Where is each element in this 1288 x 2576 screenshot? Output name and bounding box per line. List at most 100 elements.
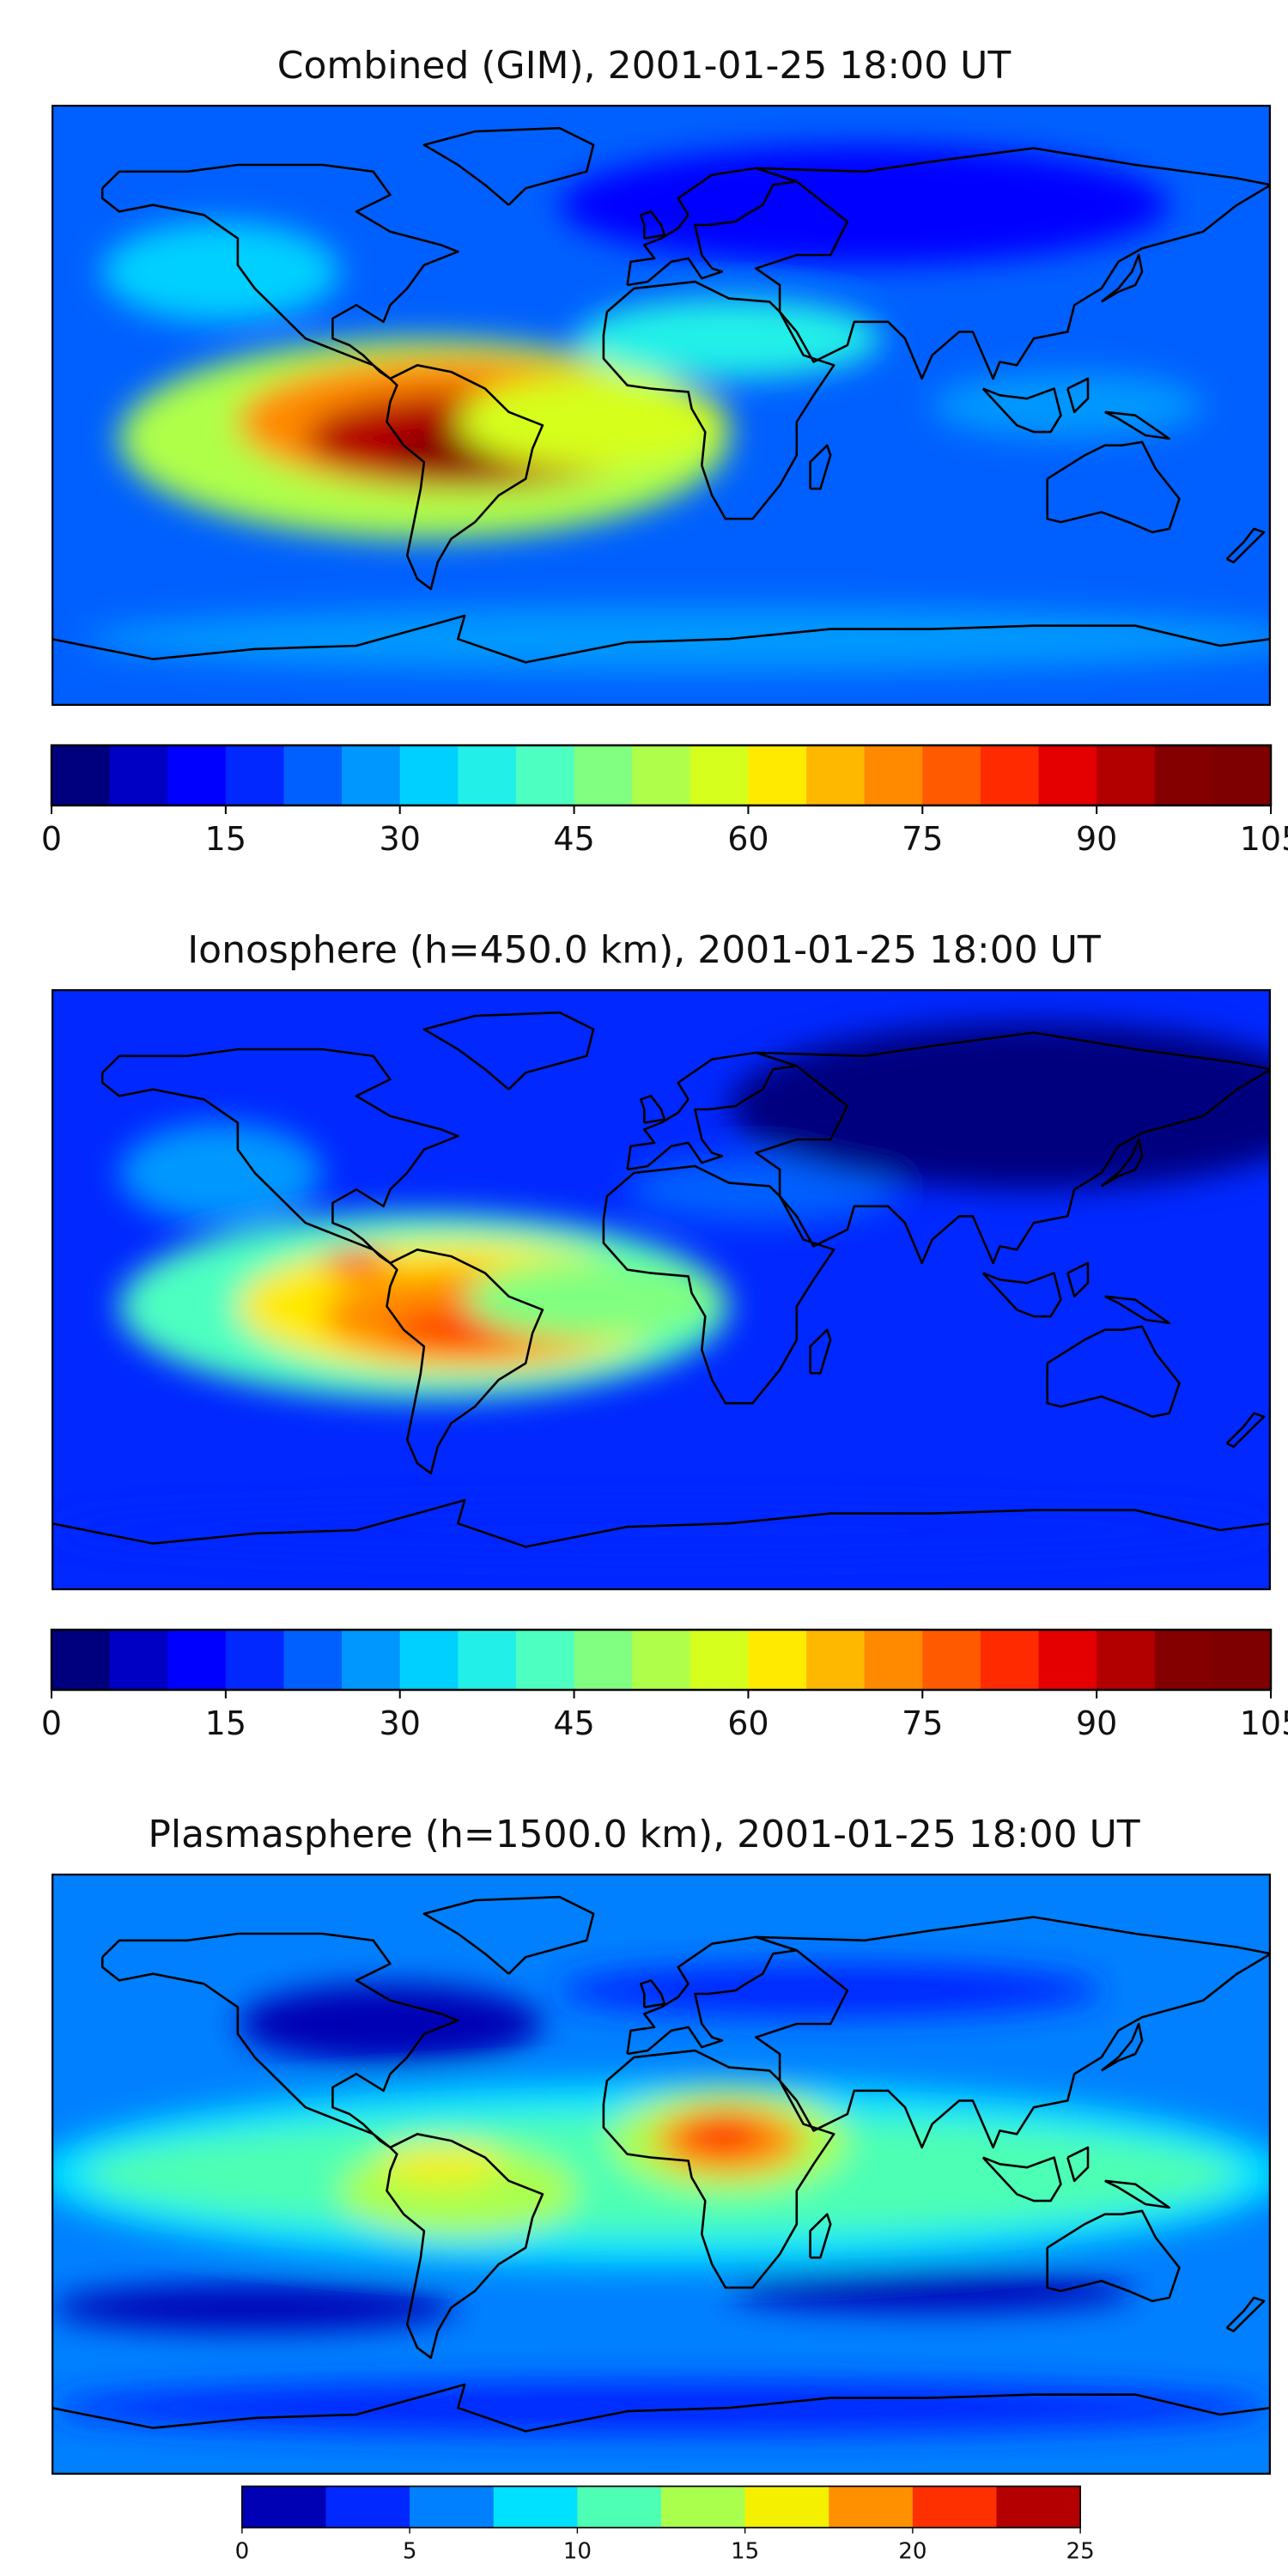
colorbar-segment-12: [748, 1630, 807, 1690]
chart-title-combined: Combined (GIM), 2001-01-25 18:00 UT: [276, 44, 1012, 88]
colorbar-combined: 0 15 30 45 60 75 90 105: [41, 744, 1288, 858]
contour-blob-5: [465, 1260, 722, 1340]
colorbar-segment-2: [167, 1630, 227, 1690]
contour-blob-7: [932, 372, 1204, 439]
colorbar-tick-label-1: 15: [205, 1704, 246, 1742]
coastline-6: [1046, 440, 1181, 534]
contour-blob-10: [728, 2270, 1136, 2312]
colorbar-segment-14: [864, 1630, 923, 1690]
colorbar-segment-10: [632, 1630, 691, 1690]
colorbar-segment-4: [283, 745, 343, 805]
coastline-11: [640, 1979, 666, 2008]
contour-blob-11: [559, 1964, 1102, 2018]
coastline-12: [809, 444, 832, 490]
colorbar-segment-18: [1097, 745, 1156, 805]
coastline-10: [1100, 253, 1144, 303]
coastlines: [52, 126, 1271, 664]
colorbar-tick-label-0: 0: [41, 1704, 62, 1742]
coastline-11: [640, 1095, 666, 1124]
contour-blob-6: [102, 222, 340, 322]
coastline-4: [626, 1935, 799, 2056]
coastline-6: [1046, 2209, 1181, 2303]
coastline-4: [626, 167, 799, 287]
coastline-2: [386, 2133, 544, 2360]
colorbar-tick-label-6: 90: [1076, 1704, 1117, 1742]
colorbar-segment-11: [690, 1630, 749, 1690]
colorbar-segment-5: [661, 2486, 745, 2528]
coastline-3: [602, 2049, 835, 2289]
colorbar-tick-label-5: 25: [1066, 2538, 1095, 2564]
coastline-10: [1100, 1138, 1144, 1188]
colorbar-segment-15: [922, 1630, 981, 1690]
colorbar-segment-6: [399, 745, 459, 805]
contour-blob-4: [322, 1249, 391, 1277]
contour-field: [52, 1874, 1271, 2475]
coastline-9: [1104, 2179, 1170, 2209]
colorbar-tick-label-5: 75: [902, 1704, 943, 1742]
colorbar-tick-label-5: 75: [902, 820, 943, 858]
coastline-13: [1225, 1412, 1266, 1449]
coastline-7: [981, 387, 1062, 434]
coastline-14: [52, 2383, 1271, 2433]
colorbar-segment-17: [1038, 1630, 1097, 1690]
colorbar-segment-20: [1212, 745, 1272, 805]
coastline-13: [1225, 2296, 1266, 2333]
contour-blob-8: [118, 1122, 323, 1224]
colorbar-tick-label-2: 10: [563, 2538, 592, 2564]
colorbar-segment-4: [283, 1630, 343, 1690]
coastline-7: [981, 1272, 1062, 1318]
colorbar-segment-7: [458, 1630, 517, 1690]
colorbar-segment-13: [806, 745, 866, 805]
colorbar-segment-19: [1154, 1630, 1213, 1690]
colorbar-tick-label-7: 105: [1240, 1704, 1288, 1742]
colorbar-segment-10: [632, 745, 691, 805]
colorbar-segment-15: [922, 745, 981, 805]
contour-blob-3: [380, 2144, 502, 2184]
colorbar-segment-0: [52, 1630, 111, 1690]
contour-blob-12: [52, 2381, 1271, 2435]
map-panel-combined: [52, 105, 1271, 706]
coastline-11: [640, 210, 666, 240]
contour-blob-4: [458, 375, 729, 469]
coastline-0: [100, 163, 459, 380]
contour-blob-8: [559, 144, 1170, 265]
colorbar-segment-3: [225, 1630, 284, 1690]
colorbar-tick-label-4: 60: [727, 820, 769, 858]
colorbar-segment-19: [1154, 745, 1213, 805]
coastline-2: [386, 1249, 544, 1475]
coastline-4: [626, 1051, 799, 1171]
colorbar-tick-label-0: 0: [41, 820, 62, 858]
colorbar-segment-16: [980, 745, 1040, 805]
colorbar-segment-2: [167, 745, 227, 805]
colorbar-tick-label-4: 60: [727, 1704, 769, 1742]
coastline-9: [1104, 410, 1170, 440]
colorbar-tick-label-6: 90: [1076, 820, 1117, 858]
coastline-3: [602, 1164, 835, 1405]
colorbar-segment-0: [241, 2486, 326, 2528]
coastlines: [52, 1011, 1271, 1548]
colorbar-segment-6: [744, 2486, 829, 2528]
colorbar-segment-18: [1097, 1630, 1156, 1690]
colorbar-segment-9: [574, 1630, 633, 1690]
coastline-5: [755, 1031, 1271, 1265]
coastline-8: [1066, 377, 1090, 414]
coastline-14: [52, 614, 1271, 664]
colorbar-segment-5: [342, 1630, 401, 1690]
coastline-1: [422, 1011, 595, 1091]
colorbar-frame: [50, 744, 1273, 807]
colorbar-segment-9: [996, 2486, 1081, 2528]
colorbar-segment-8: [515, 745, 575, 805]
coastline-1: [422, 1895, 595, 1975]
coastlines: [52, 1895, 1271, 2433]
chart-title-plasmasphere: Plasmasphere (h=1500.0 km), 2001-01-25 1…: [148, 1813, 1140, 1856]
colorbar-tick-label-4: 20: [898, 2538, 927, 2564]
colorbar-segment-9: [574, 745, 633, 805]
coastline-10: [1100, 2022, 1144, 2072]
colorbar-segment-0: [52, 745, 111, 805]
map-frame: [52, 989, 1271, 1590]
colorbar-tick-label-0: 0: [235, 2538, 250, 2564]
colorbar-segment-6: [399, 1630, 459, 1690]
coastline-2: [386, 364, 544, 591]
coastline-6: [1046, 1325, 1181, 1419]
colorbar-segment-3: [225, 745, 284, 805]
